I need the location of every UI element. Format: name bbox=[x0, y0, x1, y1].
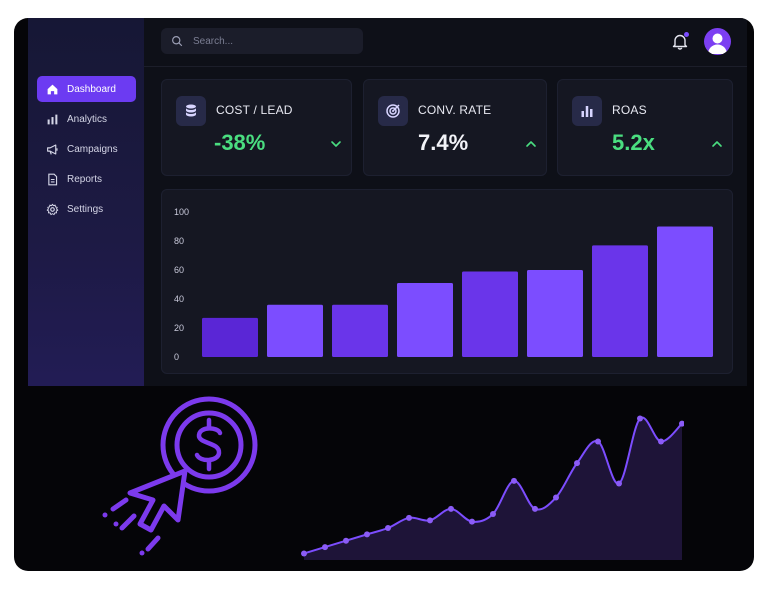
sidebar-item-analytics[interactable]: Analytics bbox=[37, 106, 136, 132]
data-point bbox=[385, 525, 391, 531]
area-fill bbox=[304, 417, 682, 560]
top-bar bbox=[144, 18, 747, 67]
data-point bbox=[616, 480, 622, 487]
data-point bbox=[595, 438, 601, 445]
kpi-label: COST / LEAD bbox=[216, 103, 293, 117]
bar bbox=[527, 270, 583, 357]
kpi-value: 7.4% bbox=[418, 130, 469, 155]
data-point bbox=[553, 494, 559, 501]
user-icon bbox=[708, 33, 727, 54]
data-point bbox=[469, 518, 475, 525]
kpi-label: CONV. RATE bbox=[418, 103, 492, 117]
kpi-card-roas: ROAS 5.2x bbox=[557, 79, 733, 176]
main-content: COST / LEAD -38% CONV. RATE 7.4% ROAS 5.… bbox=[144, 18, 747, 386]
search-box[interactable] bbox=[161, 28, 363, 54]
bar bbox=[202, 317, 258, 357]
data-point bbox=[658, 438, 664, 445]
data-point bbox=[301, 550, 307, 557]
kpi-value: 5.2x bbox=[612, 130, 655, 155]
sidebar-item-label: Dashboard bbox=[67, 83, 116, 95]
data-point bbox=[511, 477, 517, 484]
bar-chart-icon bbox=[45, 112, 59, 126]
data-point bbox=[406, 514, 412, 521]
sidebar-item-label: Campaigns bbox=[67, 143, 118, 155]
sidebar-item-label: Reports bbox=[67, 173, 103, 185]
data-point bbox=[574, 460, 580, 467]
chevron-up-icon bbox=[526, 141, 536, 147]
bar bbox=[657, 226, 713, 357]
notification-bell[interactable] bbox=[671, 32, 689, 50]
data-point bbox=[490, 511, 496, 517]
data-point bbox=[532, 505, 538, 512]
target-icon bbox=[378, 96, 408, 126]
data-point bbox=[364, 531, 370, 538]
kpi-card-conv-rate: CONV. RATE 7.4% bbox=[363, 79, 547, 176]
bar bbox=[592, 245, 648, 357]
data-point bbox=[637, 415, 643, 422]
sidebar-item-campaigns[interactable]: Campaigns bbox=[37, 136, 136, 162]
data-point bbox=[679, 420, 684, 427]
data-point bbox=[448, 505, 454, 512]
document-icon bbox=[45, 172, 59, 186]
notification-dot bbox=[684, 32, 689, 37]
bar bbox=[462, 271, 518, 357]
megaphone-icon bbox=[45, 142, 59, 156]
data-point bbox=[343, 537, 349, 544]
sidebar-item-settings[interactable]: Settings bbox=[37, 196, 136, 222]
chevron-up-icon bbox=[712, 141, 722, 147]
search-icon bbox=[172, 36, 183, 47]
dashboard-app: Dashboard Analytics Campaigns Reports bbox=[28, 18, 747, 386]
y-tick-label: 20 bbox=[174, 323, 184, 333]
sidebar-item-label: Settings bbox=[67, 203, 104, 215]
gear-icon bbox=[45, 202, 59, 216]
bar bbox=[332, 304, 388, 357]
screenshot-frame: Dashboard Analytics Campaigns Reports bbox=[14, 18, 754, 571]
sidebar: Dashboard Analytics Campaigns Reports bbox=[28, 18, 144, 386]
bar-chart-icon bbox=[572, 96, 602, 126]
y-tick-label: 100 bbox=[174, 207, 189, 217]
y-tick-label: 40 bbox=[174, 294, 184, 304]
kpi-value: -38% bbox=[214, 130, 266, 155]
bar-chart-card: 0 20 40 60 80 100 bbox=[161, 189, 733, 374]
y-tick-label: 80 bbox=[174, 236, 184, 246]
database-icon bbox=[176, 96, 206, 126]
kpi-label: ROAS bbox=[612, 103, 647, 117]
sidebar-item-reports[interactable]: Reports bbox=[37, 166, 136, 192]
y-tick-label: 60 bbox=[174, 265, 184, 275]
y-tick-label: 0 bbox=[174, 352, 179, 362]
search-input[interactable] bbox=[191, 34, 345, 48]
bar-chart: 0 20 40 60 80 100 bbox=[174, 207, 713, 362]
bar bbox=[397, 283, 453, 357]
sidebar-item-label: Analytics bbox=[67, 113, 108, 125]
avatar[interactable] bbox=[704, 28, 731, 55]
growth-line-chart bbox=[301, 415, 684, 560]
data-point bbox=[322, 544, 328, 551]
kpi-card-cost-lead: COST / LEAD -38% bbox=[161, 79, 352, 176]
sidebar-item-dashboard[interactable]: Dashboard bbox=[37, 76, 136, 102]
chevron-down-icon bbox=[331, 141, 341, 147]
home-icon bbox=[45, 82, 59, 96]
bar bbox=[267, 304, 323, 357]
data-point bbox=[427, 517, 433, 524]
bell-icon bbox=[672, 34, 688, 50]
click-cost-icon bbox=[102, 396, 258, 556]
